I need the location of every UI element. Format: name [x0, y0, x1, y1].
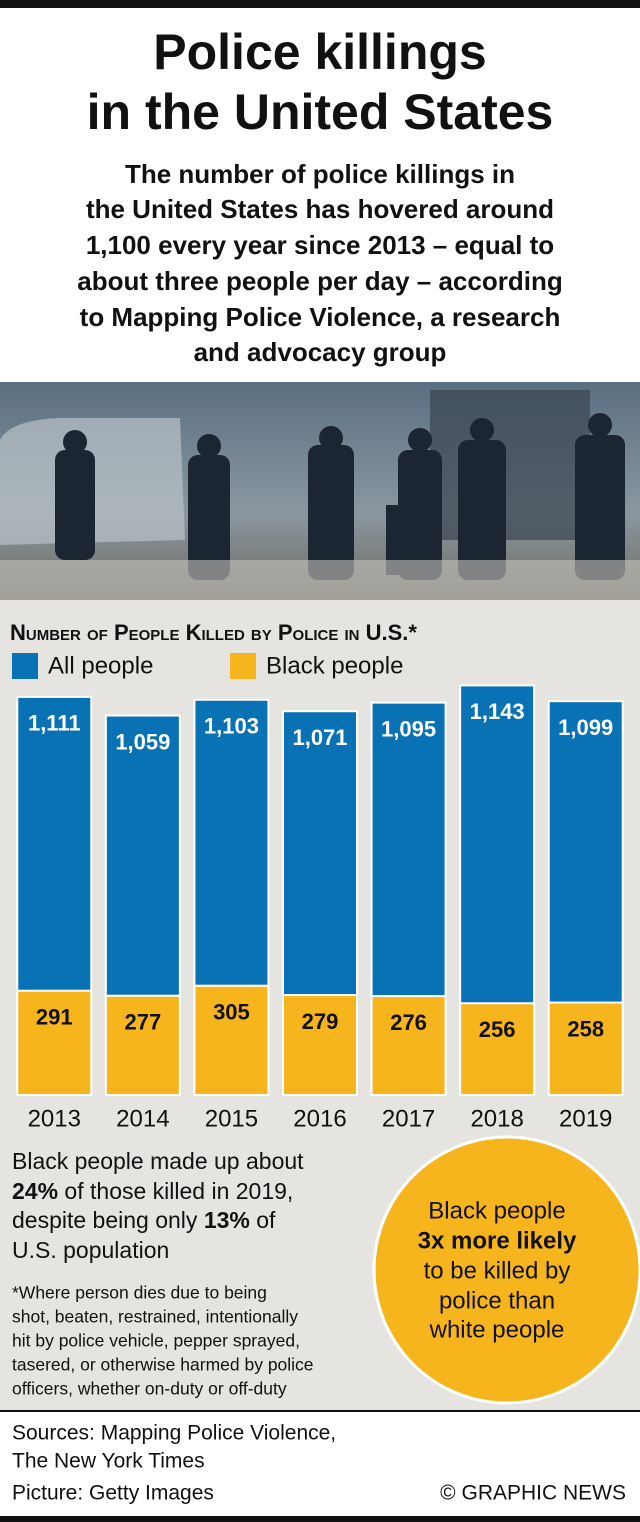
- callout-line: white people: [429, 1316, 565, 1343]
- legend-swatch: [230, 653, 256, 679]
- x-tick-label: 2014: [116, 1105, 169, 1132]
- value-label: 1,095: [381, 716, 436, 741]
- x-tick-label: 2015: [205, 1105, 258, 1132]
- bar: [547, 1001, 624, 1096]
- subtitle-line: the United States has hovered around: [86, 194, 554, 224]
- note-text: 13%: [204, 1207, 250, 1233]
- value-label: 279: [302, 1009, 339, 1034]
- value-label: 276: [390, 1010, 427, 1035]
- top-bar: [0, 0, 640, 8]
- subtitle-line: and advocacy group: [194, 337, 447, 367]
- x-tick-label: 2016: [293, 1105, 346, 1132]
- note-text: Black people made up about: [12, 1148, 304, 1174]
- bar: [370, 995, 447, 1096]
- note-line: Black people made up about: [12, 1148, 304, 1174]
- footnote-line: shot, beaten, restrained, intentionally: [12, 1307, 298, 1327]
- picture-credit: Picture: Getty Images: [12, 1482, 214, 1505]
- bar: [282, 994, 358, 1097]
- note-text: of: [250, 1207, 276, 1233]
- x-tick-label: 2017: [382, 1105, 435, 1132]
- value-label: 1,111: [28, 711, 81, 736]
- bar: [16, 989, 93, 1096]
- note-text: 24%: [12, 1178, 58, 1204]
- legend-label: All people: [48, 652, 153, 679]
- chart-title: Number of People Killed by Police in U.S…: [10, 620, 417, 645]
- value-label: 1,099: [558, 715, 613, 740]
- bottom-bar: [0, 1516, 640, 1522]
- x-tick-label: 2013: [28, 1105, 81, 1132]
- callout-line: to be killed by: [424, 1257, 571, 1284]
- sources: Sources: Mapping Police Violence,: [12, 1422, 336, 1445]
- x-tick-label: 2018: [470, 1105, 523, 1132]
- footnote-line: *Where person dies due to being: [12, 1283, 267, 1303]
- value-label: 1,143: [470, 699, 525, 724]
- plot: All people Black people 1,111 291 2013 1,059 2…: [12, 652, 624, 1132]
- subtitle-line: The number of police killings in: [125, 159, 515, 189]
- footnote: *Where person dies due to being shot, be…: [12, 1283, 314, 1399]
- value-label: 277: [124, 1010, 161, 1035]
- subtitle-line: about three people per day – according: [77, 266, 562, 296]
- credit: © GRAPHIC NEWS: [440, 1482, 626, 1505]
- subtitle-line: to Mapping Police Violence, a research: [80, 302, 561, 332]
- sources: The New York Times: [12, 1450, 205, 1473]
- title-line: in the United States: [87, 84, 554, 140]
- x-tick-label: 2019: [559, 1105, 612, 1132]
- value-label: 258: [567, 1016, 604, 1041]
- value-label: 1,071: [292, 725, 347, 750]
- value-label: 291: [36, 1005, 73, 1030]
- note: Black people made up about 24% of those …: [12, 1148, 304, 1263]
- footnote-line: hit by police vehicle, pepper sprayed,: [12, 1331, 300, 1351]
- callout: Black people 3x more likely to be killed…: [372, 1135, 640, 1405]
- value-label: 1,103: [204, 714, 259, 739]
- legend-swatch: [12, 653, 38, 679]
- note-line: despite being only 13% of: [12, 1207, 276, 1233]
- note-line: 24% of those killed in 2019,: [12, 1178, 293, 1204]
- subtitle-line: 1,100 every year since 2013 – equal to: [86, 230, 554, 260]
- note-text: despite being only: [12, 1207, 204, 1233]
- note-text: of those killed in 2019,: [58, 1178, 293, 1204]
- callout-line: 3x more likely: [418, 1227, 577, 1254]
- title-line: Police killings: [153, 24, 486, 80]
- callout-line: police than: [439, 1287, 555, 1314]
- value-label: 256: [479, 1017, 516, 1042]
- legend-label: Black people: [266, 652, 403, 679]
- footnote-line: officers, whether on-duty or off-duty: [12, 1379, 287, 1399]
- bar: [459, 1002, 536, 1096]
- value-label: 305: [213, 1000, 250, 1025]
- value-label: 1,059: [115, 729, 170, 754]
- note-line: U.S. population: [12, 1237, 169, 1263]
- bar: [193, 984, 270, 1096]
- photo: [0, 382, 640, 600]
- footnote-line: tasered, or otherwise harmed by police: [12, 1355, 314, 1375]
- callout-line: Black people: [428, 1197, 565, 1224]
- callout-circle: [372, 1135, 640, 1405]
- bar: [104, 994, 181, 1096]
- note-text: U.S. population: [12, 1237, 169, 1263]
